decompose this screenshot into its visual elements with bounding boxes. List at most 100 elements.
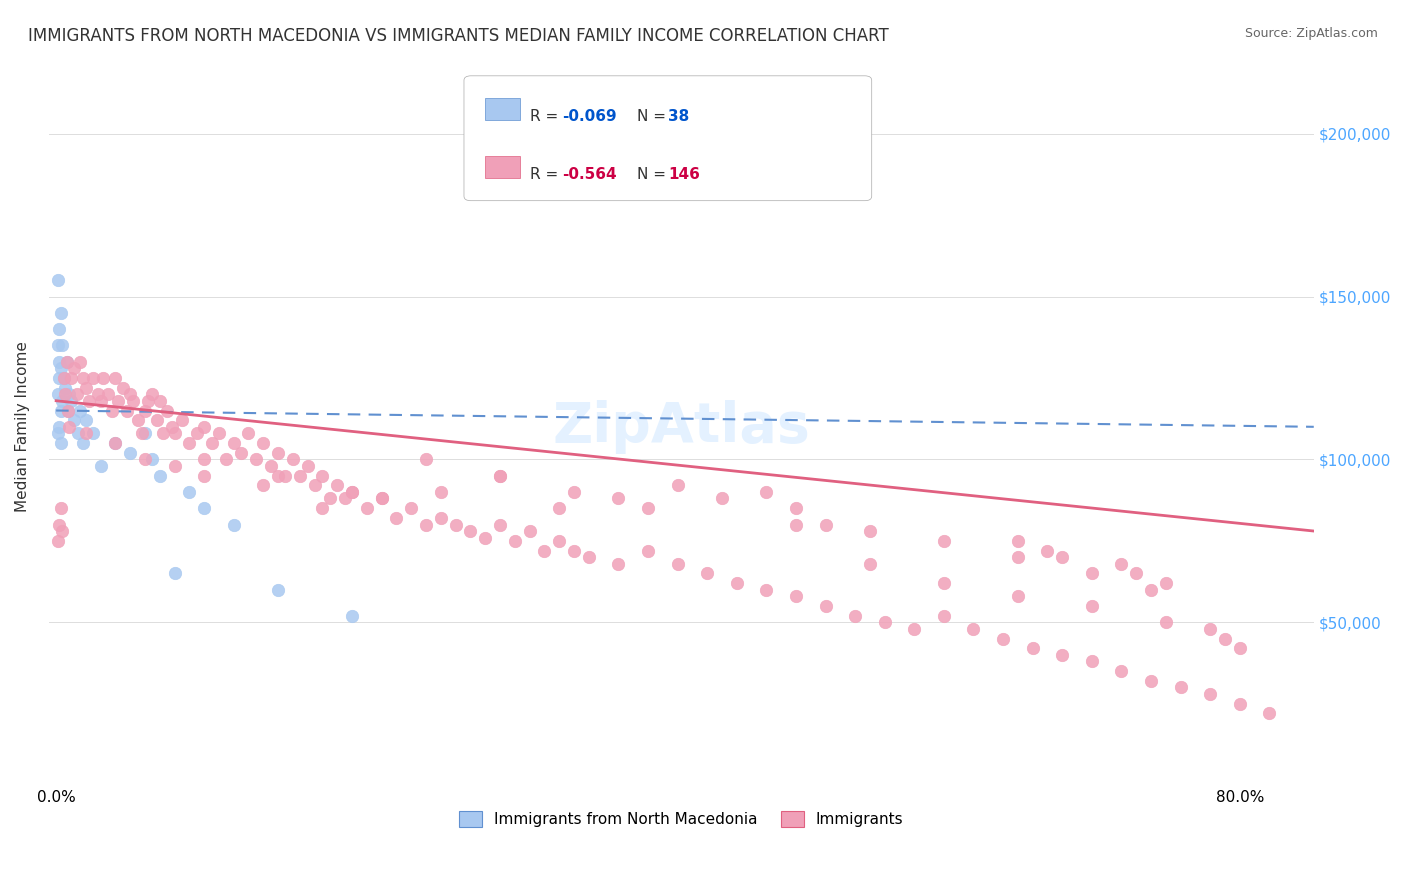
Point (186, 426, 208, 441)
Point (267, 468, 290, 483)
Point (1036, 543, 1059, 558)
Point (51, 393, 73, 408)
Point (52, 371, 75, 385)
Point (637, 501, 659, 516)
Point (519, 524, 541, 538)
Point (75, 426, 97, 441)
Point (932, 576, 955, 591)
Point (666, 557, 689, 571)
Point (1125, 566, 1147, 581)
Point (755, 582, 778, 597)
Point (46, 338, 69, 352)
Point (200, 436, 222, 450)
Point (1007, 589, 1029, 603)
Point (903, 622, 925, 636)
Point (607, 557, 630, 571)
Point (578, 550, 600, 565)
Point (785, 501, 807, 516)
Point (59, 393, 82, 408)
Text: IMMIGRANTS FROM NORTH MACEDONIA VS IMMIGRANTS MEDIAN FAMILY INCOME CORRELATION C: IMMIGRANTS FROM NORTH MACEDONIA VS IMMIG… (28, 27, 889, 45)
Point (56, 403, 79, 417)
Point (489, 468, 512, 483)
Point (245, 452, 267, 467)
Point (67, 426, 90, 441)
Point (131, 426, 153, 441)
Point (1140, 673, 1163, 688)
Point (1007, 533, 1029, 548)
Point (49, 501, 72, 516)
Point (267, 446, 290, 460)
Point (548, 501, 571, 516)
Point (489, 468, 512, 483)
Point (193, 452, 215, 467)
Point (370, 491, 392, 506)
Point (962, 622, 984, 636)
Point (141, 452, 163, 467)
Point (104, 436, 127, 450)
Point (120, 446, 142, 460)
Point (49, 436, 72, 450)
Text: -0.069: -0.069 (562, 109, 617, 124)
Point (75, 413, 97, 427)
Point (1111, 664, 1133, 678)
Point (215, 452, 238, 467)
Point (297, 458, 319, 473)
Text: -0.564: -0.564 (562, 167, 617, 182)
Point (208, 426, 231, 441)
Point (59, 371, 82, 385)
Point (120, 387, 142, 401)
Point (548, 533, 571, 548)
Point (260, 458, 283, 473)
Point (127, 413, 149, 427)
Point (104, 371, 127, 385)
Point (533, 543, 555, 558)
Point (932, 533, 955, 548)
Point (69, 354, 91, 368)
Point (290, 468, 312, 483)
Point (326, 478, 349, 492)
Point (1021, 641, 1043, 656)
Text: 146: 146 (668, 167, 700, 182)
Point (304, 478, 326, 492)
Point (136, 393, 159, 408)
Point (48, 517, 70, 532)
Point (274, 468, 297, 483)
Point (49, 403, 72, 417)
Point (156, 403, 179, 417)
Point (252, 436, 274, 450)
Point (63, 413, 86, 427)
Point (1052, 648, 1074, 662)
Point (53, 387, 76, 401)
Point (52, 371, 75, 385)
Point (179, 485, 201, 500)
Point (49, 361, 72, 376)
Point (1199, 687, 1222, 701)
Point (46, 273, 69, 287)
Point (46, 426, 69, 441)
Point (134, 403, 156, 417)
Point (86, 387, 108, 401)
Point (319, 491, 342, 506)
Point (311, 501, 333, 516)
Point (55, 354, 77, 368)
Point (56, 403, 79, 417)
Point (58, 387, 80, 401)
Point (48, 419, 70, 434)
Point (77, 393, 100, 408)
Text: N =: N = (637, 167, 671, 182)
Point (134, 426, 156, 441)
Point (267, 582, 290, 597)
Point (1229, 641, 1251, 656)
Point (90, 393, 112, 408)
Point (399, 501, 422, 516)
Point (1081, 566, 1104, 581)
Point (785, 589, 807, 603)
Point (503, 533, 526, 548)
Point (607, 491, 630, 506)
Text: R =: R = (530, 167, 564, 182)
Point (340, 485, 363, 500)
Point (252, 478, 274, 492)
Point (101, 403, 124, 417)
Point (430, 511, 453, 525)
Point (710, 491, 733, 506)
